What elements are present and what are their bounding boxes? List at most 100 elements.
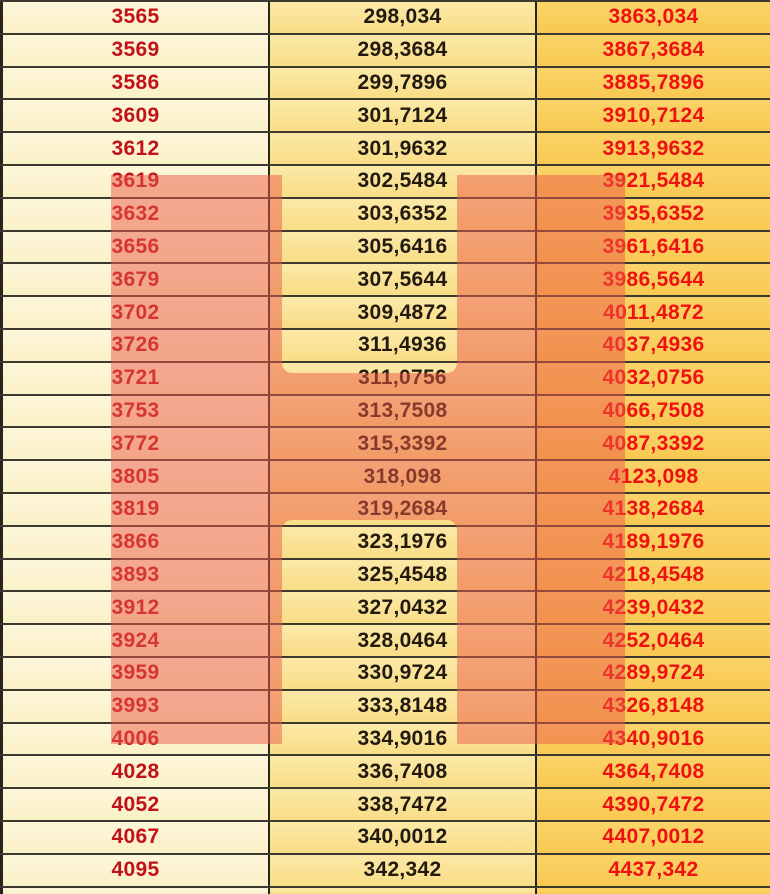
table-row: 3772 315,3392 4087,3392 (0, 428, 770, 462)
table-cell-partial-col3 (537, 887, 770, 894)
table-cell-col1: 4006 (0, 723, 270, 755)
table-cell-col1: 3726 (0, 329, 270, 361)
table-cell-col2: 311,4936 (270, 329, 537, 361)
table-cell-col2: 313,7508 (270, 395, 537, 427)
table-cell-col3: 4138,2684 (537, 493, 770, 525)
table-row: 3702 309,4872 4011,4872 (0, 297, 770, 330)
table-cell-col3: 3961,6416 (537, 231, 770, 263)
table-row: 3893 325,4548 4218,4548 (0, 559, 770, 593)
table-row: 4028 336,7408 4364,7408 (0, 756, 770, 790)
table-cell-col3: 3935,6352 (537, 198, 770, 230)
table-cell-col3: 4218,4548 (537, 559, 770, 591)
table-row: 3569 298,3684 3867,3684 (0, 34, 770, 68)
table-cell-col1: 3619 (0, 165, 270, 197)
table-cell-col3: 3921,5484 (537, 165, 770, 197)
table-cell-col1: 4067 (0, 821, 270, 853)
table-row: 3726 311,4936 4037,4936 (0, 329, 770, 363)
table-cell-col1: 3805 (0, 461, 270, 492)
table-cell-col2: 303,6352 (270, 198, 537, 230)
table-cell-col3: 3885,7896 (537, 67, 770, 99)
table-cell-col2: 307,5644 (270, 264, 537, 296)
table-row: 3609 301,7124 3910,7124 (0, 100, 770, 134)
table-cell-col1: 3586 (0, 67, 270, 99)
table-cell-col1: 3632 (0, 198, 270, 230)
table-cell-col3: 4252,0464 (537, 625, 770, 656)
table-row: 3959 330,9724 4289,9724 (0, 657, 770, 691)
table-cell-col3: 4390,7472 (537, 789, 770, 820)
table-cell-col1: 3959 (0, 657, 270, 689)
table-row: 3924 328,0464 4252,0464 (0, 625, 770, 658)
table-cell-col2: 309,4872 (270, 297, 537, 328)
table-cell-col3: 4011,4872 (537, 297, 770, 328)
table-row: 3632 303,6352 3935,6352 (0, 198, 770, 232)
table-cell-col1: 4095 (0, 854, 270, 886)
table-cell-col1: 3772 (0, 428, 270, 460)
table-cell-col3: 4087,3392 (537, 428, 770, 460)
table-row: 3866 323,1976 4189,1976 (0, 526, 770, 560)
table-cell-col2: 298,3684 (270, 34, 537, 66)
table-cell-col3: 4340,9016 (537, 723, 770, 755)
table-cell-col3: 4032,0756 (537, 362, 770, 394)
table-cell-col1: 4052 (0, 789, 270, 820)
table-row: 3565 298,034 3863,034 (0, 2, 770, 35)
table-cell-col2: 328,0464 (270, 625, 537, 656)
table-cell-col1: 3993 (0, 690, 270, 722)
table-row: 3912 327,0432 4239,0432 (0, 592, 770, 626)
table-cell-col3: 4407,0012 (537, 821, 770, 853)
table-cell-col1: 3753 (0, 395, 270, 427)
table-cell-col3: 4239,0432 (537, 592, 770, 624)
table-cell-col1: 3893 (0, 559, 270, 591)
table-row: 4052 338,7472 4390,7472 (0, 789, 770, 822)
table-cell-col1: 3721 (0, 362, 270, 394)
table-cell-col3: 4364,7408 (537, 756, 770, 788)
table-cell-col3: 3863,034 (537, 2, 770, 33)
table-cell-col2: 311,0756 (270, 362, 537, 394)
table-cell-col2: 334,9016 (270, 723, 537, 755)
table-cell-col1: 3565 (0, 2, 270, 33)
table-row: 3753 313,7508 4066,7508 (0, 395, 770, 429)
table-cell-col2: 333,8148 (270, 690, 537, 722)
table-cell-col1: 3819 (0, 493, 270, 525)
table-cell-col2: 301,9632 (270, 133, 537, 164)
table-cell-col1: 3679 (0, 264, 270, 296)
table-cell-col3: 3910,7124 (537, 100, 770, 132)
table-cell-col2: 298,034 (270, 2, 537, 33)
table-cell-col2: 302,5484 (270, 165, 537, 197)
table-cell-col2: 299,7896 (270, 67, 537, 99)
table-row: 4067 340,0012 4407,0012 (0, 821, 770, 855)
table-cell-col2: 318,098 (270, 461, 537, 492)
table-cell-col2: 323,1976 (270, 526, 537, 558)
table-row: 3819 319,2684 4138,2684 (0, 493, 770, 527)
table-cell-col1: 4028 (0, 756, 270, 788)
table-row: 3679 307,5644 3986,5644 (0, 264, 770, 298)
table-cell-col3: 4437,342 (537, 854, 770, 886)
table-row-partial (0, 887, 770, 894)
table-cell-col2: 301,7124 (270, 100, 537, 132)
table-cell-col1: 3912 (0, 592, 270, 624)
table-cell-col2: 338,7472 (270, 789, 537, 820)
table-cell-col3: 3913,9632 (537, 133, 770, 164)
table-row: 3612 301,9632 3913,9632 (0, 133, 770, 166)
table-row: 3656 305,6416 3961,6416 (0, 231, 770, 265)
table-cell-col2: 315,3392 (270, 428, 537, 460)
table-cell-col1: 3612 (0, 133, 270, 164)
table-cell-col1: 3569 (0, 34, 270, 66)
table-cell-col3: 3986,5644 (537, 264, 770, 296)
table-cell-col3: 4037,4936 (537, 329, 770, 361)
table-row: 3805 318,098 4123,098 (0, 461, 770, 494)
table-cell-col2: 327,0432 (270, 592, 537, 624)
table-cell-col2: 319,2684 (270, 493, 537, 525)
table-row: 3721 311,0756 4032,0756 (0, 362, 770, 396)
table-cell-col3: 4289,9724 (537, 657, 770, 689)
table-cell-partial-col2 (270, 887, 537, 894)
table-cell-col1: 3924 (0, 625, 270, 656)
table-cell-col1: 3656 (0, 231, 270, 263)
table-cell-col2: 336,7408 (270, 756, 537, 788)
table-cell-col3: 4066,7508 (537, 395, 770, 427)
table-cell-col3: 4326,8148 (537, 690, 770, 722)
table-cell-col3: 4189,1976 (537, 526, 770, 558)
table-cell-col1: 3702 (0, 297, 270, 328)
table-row: 4006 334,9016 4340,9016 (0, 723, 770, 757)
